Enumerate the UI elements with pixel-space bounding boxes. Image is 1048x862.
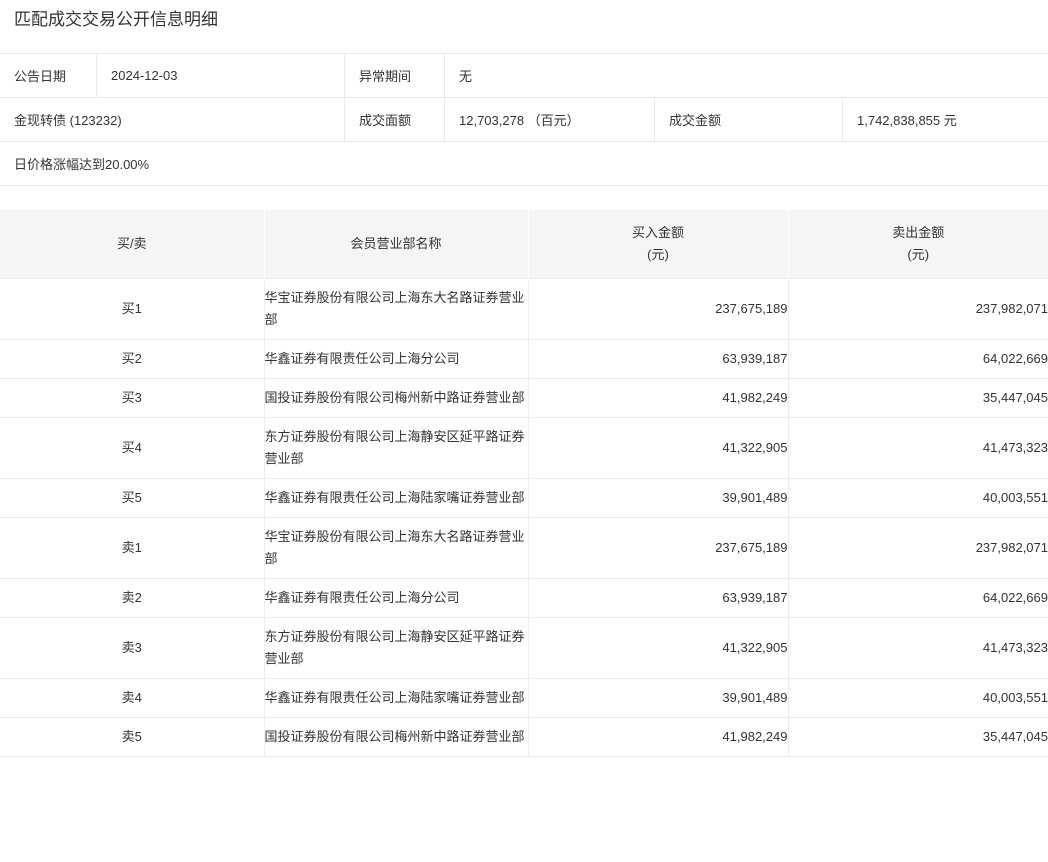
buy-amount-cell: 41,322,905 — [528, 418, 788, 479]
table-row: 卖3 东方证券股份有限公司上海静安区延平路证券营业部 41,322,905 41… — [0, 618, 1048, 679]
buy-amount-cell: 63,939,187 — [528, 579, 788, 618]
sell-amount-cell: 40,003,551 — [788, 679, 1048, 718]
side-cell: 卖4 — [0, 679, 264, 718]
table-row: 买1 华宝证券股份有限公司上海东大名路证券营业部 237,675,189 237… — [0, 279, 1048, 340]
table-row: 卖2 华鑫证券有限责任公司上海分公司 63,939,187 64,022,669 — [0, 579, 1048, 618]
branch-cell: 国投证券股份有限公司梅州新中路证券营业部 — [264, 379, 528, 418]
buy-amount-cell: 41,982,249 — [528, 379, 788, 418]
buy-amount-cell: 41,322,905 — [528, 618, 788, 679]
turnover-value: 1,742,838,855 元 — [843, 98, 1048, 141]
turnover-label: 成交金额 — [655, 98, 843, 141]
sell-amount-cell: 35,447,045 — [788, 379, 1048, 418]
branch-cell: 华鑫证券有限责任公司上海陆家嘴证券营业部 — [264, 479, 528, 518]
side-cell: 买4 — [0, 418, 264, 479]
table-header-row: 买/卖 会员营业部名称 买入金额 (元) 卖出金额 (元) — [0, 210, 1048, 279]
sell-amount-cell: 64,022,669 — [788, 340, 1048, 379]
side-cell: 卖3 — [0, 618, 264, 679]
buy-amount-cell: 237,675,189 — [528, 518, 788, 579]
announce-date-value: 2024-12-03 — [97, 54, 345, 97]
table-row: 卖4 华鑫证券有限责任公司上海陆家嘴证券营业部 39,901,489 40,00… — [0, 679, 1048, 718]
security-name: 金现转债 (123232) — [0, 98, 345, 141]
col-header-sell-line2: (元) — [789, 244, 1048, 266]
table-row: 买4 东方证券股份有限公司上海静安区延平路证券营业部 41,322,905 41… — [0, 418, 1048, 479]
col-header-buy-amount: 买入金额 (元) — [528, 210, 788, 279]
branch-cell: 华鑫证券有限责任公司上海陆家嘴证券营业部 — [264, 679, 528, 718]
page-title: 匹配成交交易公开信息明细 — [14, 10, 1048, 30]
branch-cell: 华宝证券股份有限公司上海东大名路证券营业部 — [264, 518, 528, 579]
col-header-buy-line2: (元) — [529, 244, 788, 266]
buy-amount-cell: 63,939,187 — [528, 340, 788, 379]
col-header-branch: 会员营业部名称 — [264, 210, 528, 279]
side-cell: 买1 — [0, 279, 264, 340]
buy-amount-cell: 237,675,189 — [528, 279, 788, 340]
side-cell: 卖2 — [0, 579, 264, 618]
sell-amount-cell: 41,473,323 — [788, 618, 1048, 679]
face-value: 12,703,278 （百元） — [445, 98, 655, 141]
table-row: 买2 华鑫证券有限责任公司上海分公司 63,939,187 64,022,669 — [0, 340, 1048, 379]
sell-amount-cell: 237,982,071 — [788, 518, 1048, 579]
branch-cell: 华宝证券股份有限公司上海东大名路证券营业部 — [264, 279, 528, 340]
sell-amount-cell: 40,003,551 — [788, 479, 1048, 518]
side-cell: 卖1 — [0, 518, 264, 579]
sell-amount-cell: 35,447,045 — [788, 718, 1048, 757]
disclosure-table: 买/卖 会员营业部名称 买入金额 (元) 卖出金额 (元) 买1 华宝证券股份有… — [0, 210, 1048, 757]
info-row-date: 公告日期 2024-12-03 异常期间 无 — [0, 54, 1048, 98]
side-cell: 卖5 — [0, 718, 264, 757]
announce-date-label: 公告日期 — [0, 54, 97, 97]
info-row-security: 金现转债 (123232) 成交面额 12,703,278 （百元） 成交金额 … — [0, 98, 1048, 142]
table-row: 卖5 国投证券股份有限公司梅州新中路证券营业部 41,982,249 35,44… — [0, 718, 1048, 757]
branch-cell: 华鑫证券有限责任公司上海分公司 — [264, 340, 528, 379]
buy-amount-cell: 39,901,489 — [528, 679, 788, 718]
col-header-sell-line1: 卖出金额 — [789, 222, 1048, 244]
table-row: 卖1 华宝证券股份有限公司上海东大名路证券营业部 237,675,189 237… — [0, 518, 1048, 579]
col-header-buy-line1: 买入金额 — [529, 222, 788, 244]
buy-amount-cell: 39,901,489 — [528, 479, 788, 518]
side-cell: 买2 — [0, 340, 264, 379]
sell-amount-cell: 64,022,669 — [788, 579, 1048, 618]
side-cell: 买3 — [0, 379, 264, 418]
price-limit-note: 日价格涨幅达到20.00% — [0, 142, 1048, 185]
abnormal-period-label: 异常期间 — [345, 54, 445, 97]
table-row: 买3 国投证券股份有限公司梅州新中路证券营业部 41,982,249 35,44… — [0, 379, 1048, 418]
face-value-label: 成交面额 — [345, 98, 445, 141]
buy-amount-cell: 41,982,249 — [528, 718, 788, 757]
branch-cell: 东方证券股份有限公司上海静安区延平路证券营业部 — [264, 418, 528, 479]
sell-amount-cell: 41,473,323 — [788, 418, 1048, 479]
col-header-sell-amount: 卖出金额 (元) — [788, 210, 1048, 279]
info-row-note: 日价格涨幅达到20.00% — [0, 142, 1048, 186]
branch-cell: 华鑫证券有限责任公司上海分公司 — [264, 579, 528, 618]
abnormal-period-value: 无 — [445, 54, 1048, 97]
sell-amount-cell: 237,982,071 — [788, 279, 1048, 340]
branch-cell: 东方证券股份有限公司上海静安区延平路证券营业部 — [264, 618, 528, 679]
table-row: 买5 华鑫证券有限责任公司上海陆家嘴证券营业部 39,901,489 40,00… — [0, 479, 1048, 518]
col-header-side: 买/卖 — [0, 210, 264, 279]
branch-cell: 国投证券股份有限公司梅州新中路证券营业部 — [264, 718, 528, 757]
info-panel: 公告日期 2024-12-03 异常期间 无 金现转债 (123232) 成交面… — [0, 53, 1048, 186]
side-cell: 买5 — [0, 479, 264, 518]
